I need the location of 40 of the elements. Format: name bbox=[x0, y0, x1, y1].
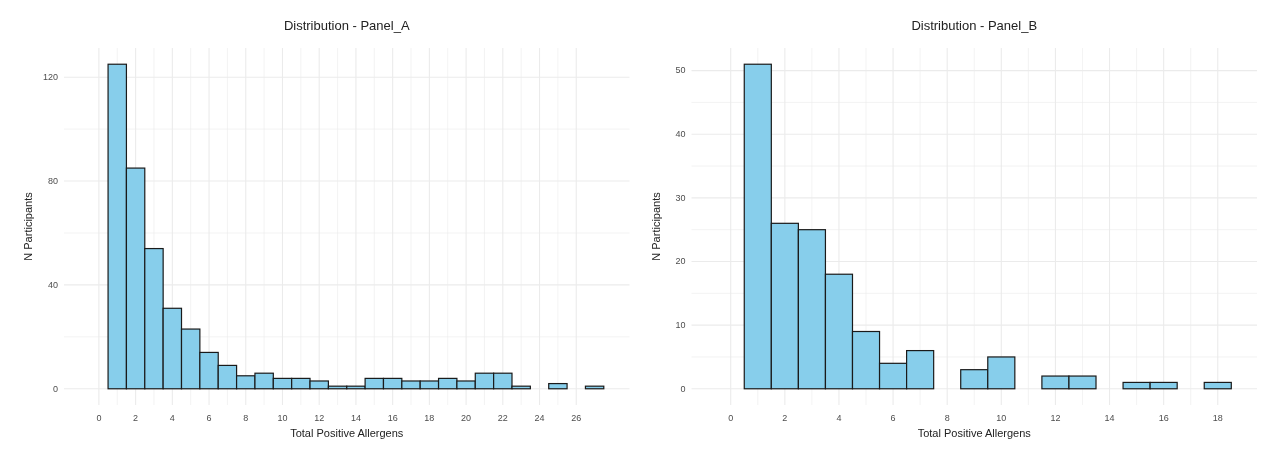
x-tick-label: 2 bbox=[133, 413, 139, 423]
x-tick-label: 18 bbox=[1212, 413, 1223, 423]
x-tick-label: 10 bbox=[996, 413, 1007, 423]
x-tick-label: 6 bbox=[206, 413, 212, 423]
x-tick-label: 20 bbox=[461, 413, 472, 423]
x-tick-label: 16 bbox=[387, 413, 398, 423]
y-tick-label: 20 bbox=[675, 256, 686, 267]
y-tick-label: 0 bbox=[680, 383, 686, 394]
x-tick-label: 2 bbox=[782, 413, 788, 423]
x-tick-label: 18 bbox=[424, 413, 435, 423]
y-tick-label: 40 bbox=[47, 279, 58, 290]
x-axis-title: Total Positive Allergens bbox=[290, 427, 404, 439]
x-tick-label: 14 bbox=[350, 413, 361, 423]
x-tick-label: 0 bbox=[728, 413, 734, 423]
x-tick-label: 14 bbox=[1104, 413, 1115, 423]
y-tick-label: 80 bbox=[47, 175, 58, 186]
y-tick-label: 40 bbox=[675, 129, 686, 140]
chart-title: Distribution - Panel_B bbox=[911, 18, 1038, 33]
y-tick-label: 30 bbox=[675, 192, 686, 203]
x-tick-label: 22 bbox=[497, 413, 508, 423]
x-tick-label: 8 bbox=[243, 413, 249, 423]
y-tick-label: 120 bbox=[42, 72, 58, 83]
y-tick-label: 0 bbox=[52, 383, 58, 394]
x-tick-label: 12 bbox=[1050, 413, 1061, 423]
chart-title: Distribution - Panel_A bbox=[283, 18, 410, 33]
x-tick-label: 26 bbox=[571, 413, 582, 423]
y-axis-title: N Participants bbox=[649, 191, 662, 261]
y-tick-label: 50 bbox=[675, 65, 686, 76]
x-axis-title: Total Positive Allergens bbox=[917, 427, 1032, 439]
x-tick-label: 4 bbox=[169, 413, 175, 423]
y-tick-label: 10 bbox=[675, 320, 686, 331]
x-tick-label: 24 bbox=[534, 413, 545, 423]
x-tick-label: 10 bbox=[277, 413, 288, 423]
x-tick-label: 4 bbox=[836, 413, 842, 423]
x-tick-label: 12 bbox=[314, 413, 325, 423]
x-tick-label: 6 bbox=[890, 413, 896, 423]
x-tick-label: 0 bbox=[96, 413, 102, 423]
x-tick-label: 16 bbox=[1158, 413, 1169, 423]
x-tick-label: 8 bbox=[944, 413, 950, 423]
y-axis-title: N Participants bbox=[22, 191, 34, 261]
